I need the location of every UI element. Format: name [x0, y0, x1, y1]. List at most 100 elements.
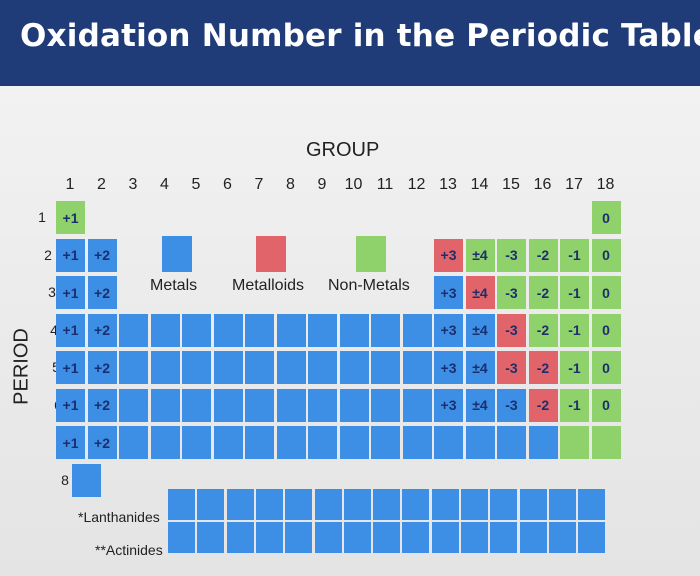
element-cell: +2 [87, 351, 117, 384]
element-cell: -2 [528, 276, 558, 309]
period-number: 3 [48, 284, 56, 300]
f-block-cell [197, 489, 225, 520]
element-cell: -2 [528, 388, 558, 422]
period-number: 2 [44, 246, 52, 263]
element-cell [150, 351, 180, 384]
element-cell [402, 426, 432, 459]
f-block-cell [255, 522, 283, 553]
f-block-cell [490, 489, 518, 520]
group-number: 12 [407, 176, 426, 193]
element-cell: +3 [434, 276, 463, 309]
f-block-cell [548, 489, 576, 520]
period-number: 4 [50, 321, 58, 338]
group-number: 4 [160, 176, 169, 193]
element-cell [119, 351, 148, 384]
element-cell: +1 [56, 313, 85, 347]
element-cell: +3 [434, 238, 463, 272]
element-cell [72, 463, 101, 497]
f-block-cell [314, 489, 342, 520]
f-block-cell [461, 489, 488, 520]
f-block-label: *Lanthanides [78, 509, 160, 525]
legend-swatch-metal [162, 236, 192, 272]
group-number: 5 [191, 176, 201, 193]
element-cell [339, 388, 369, 422]
legend-label-metal: Metals [150, 277, 198, 294]
group-number: 10 [344, 176, 363, 193]
element-cell: +1 [56, 426, 85, 459]
legend-label-metalloid: Metalloids [232, 277, 305, 294]
group-number: 1 [65, 176, 75, 193]
element-cell [245, 351, 274, 384]
group-axis-label: GROUP [306, 139, 380, 161]
element-cell [528, 426, 558, 459]
f-block-cell [461, 522, 488, 553]
element-cell: +1 [56, 201, 85, 234]
element-cell [276, 426, 306, 459]
page-title: Oxidation Number in the Periodic Table [20, 18, 700, 54]
element-cell: ±4 [465, 351, 495, 384]
group-number: 15 [502, 176, 520, 193]
title-banner: Oxidation Number in the Periodic Table [0, 0, 700, 86]
f-block-cell [226, 522, 254, 553]
element-cell [182, 313, 211, 347]
f-block-cell [285, 489, 313, 520]
element-cell [213, 351, 243, 384]
element-cell [276, 388, 306, 422]
group-number: 9 [317, 176, 327, 193]
element-cell [245, 388, 274, 422]
group-number: 2 [97, 176, 106, 193]
f-block-cell [490, 522, 518, 553]
element-cell: ±4 [465, 313, 495, 347]
element-cell [434, 426, 463, 459]
element-cell [213, 426, 243, 459]
element-cell: -1 [560, 313, 589, 347]
element-cell [245, 313, 274, 347]
element-cell: -2 [528, 351, 558, 384]
element-cell [276, 313, 306, 347]
element-cell: +1 [56, 388, 85, 422]
f-block-cell [285, 522, 313, 553]
element-cell [150, 313, 180, 347]
element-cell: ±4 [465, 276, 495, 309]
element-cell: +3 [434, 388, 463, 422]
element-cell [213, 388, 243, 422]
f-block-cell [343, 489, 371, 520]
element-cell: -1 [560, 351, 589, 384]
element-cell [276, 351, 306, 384]
element-cell [371, 388, 400, 422]
element-cell: 0 [591, 313, 621, 347]
group-number: 7 [254, 176, 264, 193]
element-cell [371, 351, 400, 384]
group-number: 14 [470, 176, 489, 193]
group-number: 13 [439, 176, 457, 193]
element-cell: -3 [497, 276, 526, 309]
element-cell: +1 [56, 351, 85, 384]
element-cell: ±4 [465, 238, 495, 272]
group-number: 16 [533, 176, 552, 193]
group-number: 11 [376, 176, 394, 193]
legend-label-nonmetal: Non-Metals [328, 277, 410, 294]
element-cell [497, 426, 526, 459]
period-axis-label: PERIOD [10, 328, 33, 405]
element-cell: 0 [591, 351, 621, 384]
element-cell [465, 426, 495, 459]
element-cell: +3 [434, 313, 463, 347]
element-cell: -2 [528, 313, 558, 347]
element-cell: +2 [87, 238, 117, 272]
element-cell [308, 426, 337, 459]
period-number: 8 [61, 471, 69, 488]
element-cell: +2 [87, 276, 117, 309]
f-block-cell [255, 489, 283, 520]
f-block-cell [197, 522, 225, 553]
element-cell [245, 426, 274, 459]
group-number: 3 [128, 176, 138, 193]
f-block-cell [373, 522, 401, 553]
element-cell: -3 [497, 388, 526, 422]
element-cell [119, 313, 148, 347]
element-cell [182, 351, 211, 384]
f-block-cell [343, 522, 371, 553]
element-cell: +2 [87, 388, 117, 422]
element-cell [182, 426, 211, 459]
element-cell: +2 [87, 426, 117, 459]
